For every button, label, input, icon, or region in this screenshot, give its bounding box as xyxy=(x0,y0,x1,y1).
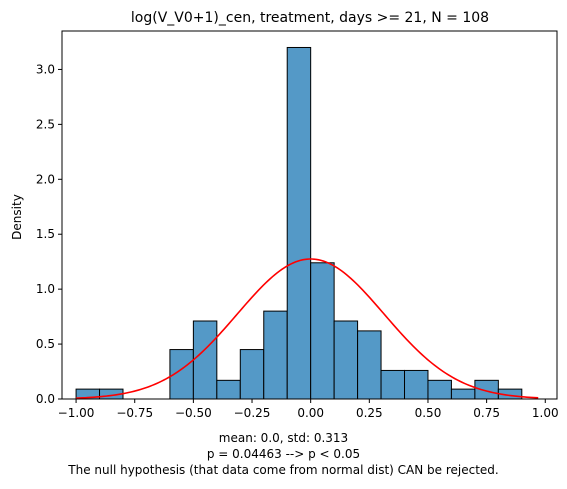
y-tick-label: 3.0 xyxy=(36,62,55,76)
histogram-bar xyxy=(192,320,218,400)
chart-title: log(V_V0+1)_cen, treatment, days >= 21, … xyxy=(131,10,489,26)
caption-p-value: p = 0.04463 --> p < 0.05 xyxy=(206,447,361,461)
x-tick-label: 0.50 xyxy=(415,406,442,420)
caption-stats: mean: 0.0, std: 0.313 xyxy=(218,431,349,445)
x-tick-label: −0.50 xyxy=(175,406,212,420)
y-tick-label: 1.5 xyxy=(36,227,55,241)
histogram-bar xyxy=(450,388,476,400)
x-tick-label: 0.00 xyxy=(297,406,324,420)
caption-conclusion: The null hypothesis (that data come from… xyxy=(68,463,499,477)
y-tick-label: 0.0 xyxy=(36,392,55,406)
y-tick-label: 2.5 xyxy=(36,117,55,131)
x-tick-label: −0.25 xyxy=(234,406,271,420)
axes: −1.00 −0.75 −0.50 −0.25 0.00 0.25 0.50 0.75 1.00… xyxy=(36,30,559,420)
histogram-bar xyxy=(216,379,241,400)
x-tick-label: −1.00 xyxy=(58,406,95,420)
histogram-bar xyxy=(404,369,429,400)
y-axis-label: Density xyxy=(10,194,24,240)
histogram-bar xyxy=(263,310,288,400)
histogram-bar xyxy=(474,379,499,400)
y-tick-label: 2.0 xyxy=(36,172,55,186)
y-tick-label: 1.0 xyxy=(36,282,55,296)
histogram-bar xyxy=(427,379,452,400)
x-tick-label: 0.75 xyxy=(473,406,500,420)
histogram-bar xyxy=(380,369,406,400)
histogram-bar xyxy=(239,349,265,400)
plot-frame xyxy=(61,30,558,400)
histogram-bar xyxy=(286,46,312,400)
y-tick-label: 0.5 xyxy=(36,337,55,351)
histogram-bars xyxy=(75,46,523,400)
x-tick-label: −0.75 xyxy=(116,406,153,420)
x-tick-label: 1.00 xyxy=(532,406,559,420)
normal-fit-curve xyxy=(76,258,539,399)
histogram-bar xyxy=(333,320,359,400)
histogram-bar xyxy=(357,330,382,400)
histogram-bar xyxy=(310,262,335,400)
x-tick-label: 0.25 xyxy=(356,406,383,420)
